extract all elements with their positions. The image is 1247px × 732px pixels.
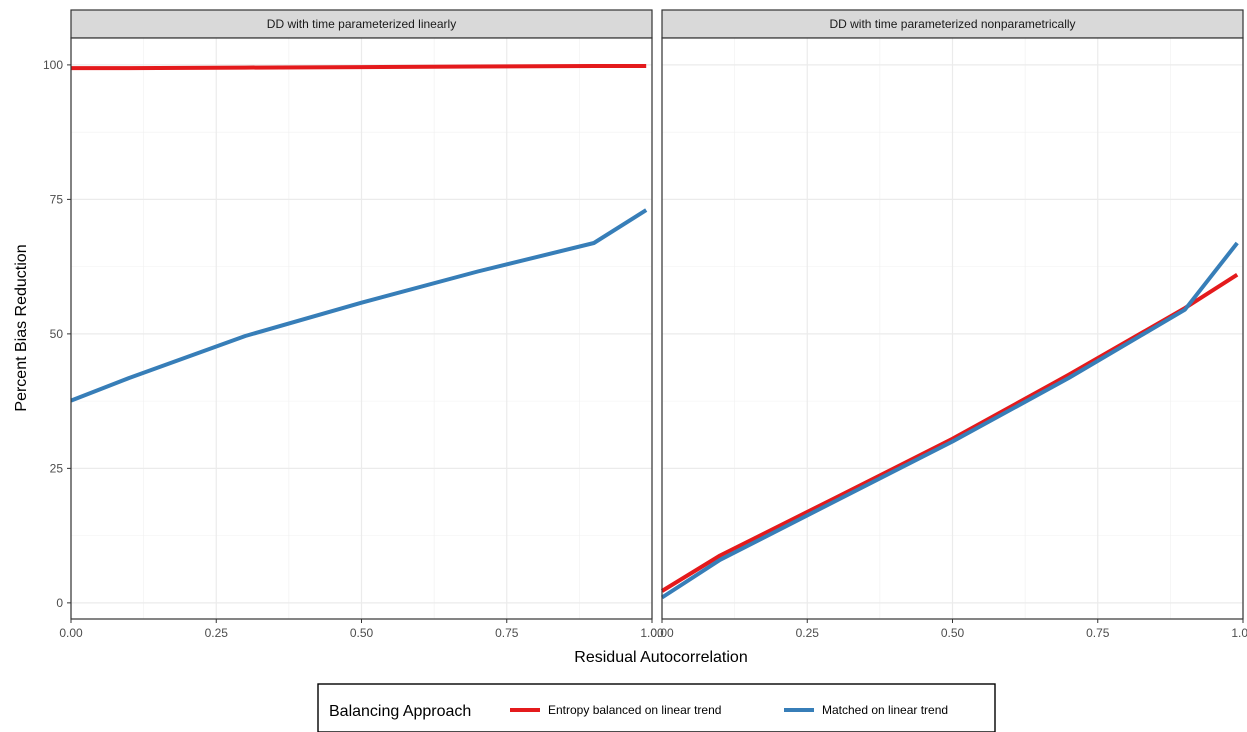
y-tick-label: 0 [56, 596, 63, 610]
x-tick-label: 0.75 [1086, 626, 1110, 640]
facet-panel-1: DD with time parameterized linearly 0.00 0… [43, 9, 664, 640]
series-line-matched [70, 208, 648, 403]
facet-strip [661, 9, 1244, 39]
x-tick-label: 0.75 [495, 626, 519, 640]
x-tick-label: 1.00 [1231, 626, 1247, 640]
y-tick-label: 75 [50, 192, 64, 206]
x-tick-label: 0.00 [59, 626, 83, 640]
facet-strip [70, 9, 653, 39]
x-tick-label: 1.00 [640, 626, 664, 640]
axes: Percent Bias Reduction Residual Autocorr… [13, 244, 748, 666]
series-line-matched [660, 241, 1239, 600]
x-tick-label: 0.00 [650, 626, 674, 640]
x-axis-title: Residual Autocorrelation [574, 649, 747, 666]
x-tick-label: 0.50 [941, 626, 965, 640]
legend-label-matched: Matched on linear trend [822, 703, 948, 717]
legend: Balancing Approach Entropy balanced on l… [317, 683, 996, 732]
facet-strip-title: DD with time parameterized linearly [267, 17, 456, 31]
y-tick-label: 25 [50, 461, 64, 475]
x-tick-label: 0.25 [205, 626, 229, 640]
legend-title: Balancing Approach [329, 703, 471, 720]
panels: DD with time parameterized linearly 0.00 0… [43, 9, 1247, 640]
facet-panel-2: DD with time parameterized nonparametric… [650, 9, 1247, 640]
y-tick-label: 50 [50, 327, 64, 341]
legend-box [317, 683, 996, 732]
x-tick-label: 0.25 [796, 626, 820, 640]
legend-label-entropy-balanced: Entropy balanced on linear trend [548, 703, 721, 717]
y-axis-title: Percent Bias Reduction [13, 244, 30, 411]
facet-strip-title: DD with time parameterized nonparametric… [829, 17, 1075, 31]
series-line-entropy-balanced [71, 64, 647, 71]
y-tick-label: 100 [43, 58, 63, 72]
x-tick-label: 0.50 [350, 626, 374, 640]
